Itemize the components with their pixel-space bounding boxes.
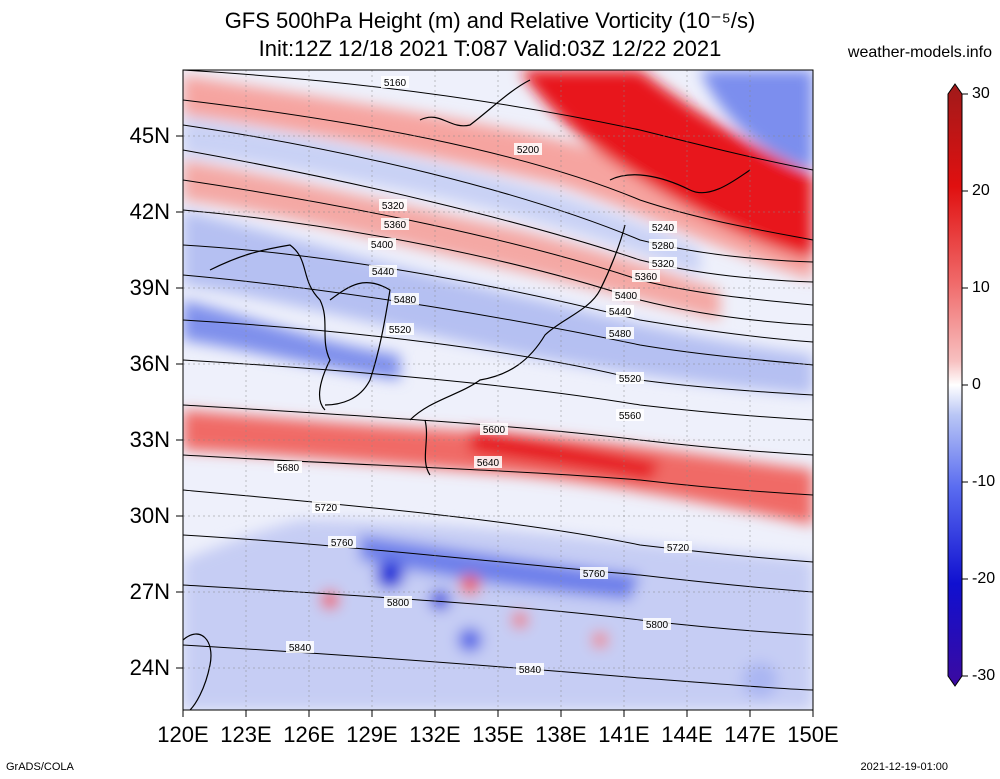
contour-label-bg xyxy=(616,409,644,421)
contour-label-bg xyxy=(580,567,608,579)
contour-label-bg xyxy=(368,238,396,250)
contour-label-bg xyxy=(369,265,397,277)
lat-label-39n: 39N xyxy=(129,275,170,300)
contour-label-bg xyxy=(664,541,692,553)
contour-label: 5280 xyxy=(652,241,675,252)
contour-label: 5480 xyxy=(394,295,417,306)
contour-label-bg xyxy=(649,257,677,269)
contour-label: 5480 xyxy=(609,329,632,340)
contour-label-bg xyxy=(391,293,419,305)
contour-label: 5320 xyxy=(382,201,405,212)
contour-label-bg xyxy=(649,221,677,233)
lat-label-33n: 33N xyxy=(129,427,170,452)
axis-ticks xyxy=(176,135,814,717)
colorbar-label-20: 20 xyxy=(972,182,990,199)
contour-label: 5720 xyxy=(667,543,690,554)
lat-label-42n: 42N xyxy=(129,199,170,224)
lat-label-30n: 30N xyxy=(129,503,170,528)
contour-label-bg xyxy=(514,143,542,155)
contour-label: 5520 xyxy=(619,374,642,385)
contour-label: 5360 xyxy=(635,272,658,283)
footer-timestamp: 2021-12-19-01:00 xyxy=(860,761,948,773)
contour-label: 5840 xyxy=(289,643,312,654)
graticule xyxy=(183,70,813,710)
colorbar-label-neg20: -20 xyxy=(972,570,996,587)
contour-label: 5760 xyxy=(583,569,606,580)
colorbar-label-neg30: -30 xyxy=(972,667,996,684)
contour-label: 5240 xyxy=(652,223,675,234)
contour-label: 5680 xyxy=(277,463,300,474)
chart-title: GFS 500hPa Height (m) and Relative Vorti… xyxy=(224,8,756,33)
contour-label-bg xyxy=(286,641,314,653)
contour-label-bg xyxy=(643,618,671,630)
contour-label-bg xyxy=(616,372,644,384)
colorbar-label-30: 30 xyxy=(972,85,990,102)
lon-label-150e: 150E xyxy=(787,722,839,747)
vorticity-field xyxy=(183,70,813,710)
contour-label: 5440 xyxy=(372,267,395,278)
contour-label: 5800 xyxy=(387,598,410,609)
lon-label-144e: 144E xyxy=(661,722,713,747)
lon-label-135e: 135E xyxy=(472,722,524,747)
contour-label-bg xyxy=(381,218,409,230)
footer-software-credit: GrADS/COLA xyxy=(6,761,74,773)
contour-label: 5840 xyxy=(519,665,542,676)
contour-label: 5400 xyxy=(615,291,638,302)
contour-label: 5200 xyxy=(517,145,540,156)
contour-label: 5160 xyxy=(384,78,407,89)
contour-label: 5360 xyxy=(384,220,407,231)
contour-label-bg xyxy=(274,461,302,473)
lat-label-24n: 24N xyxy=(129,655,170,680)
contour-label-bg xyxy=(632,270,660,282)
contour-label: 5520 xyxy=(389,325,412,336)
site-credit: weather-models.info xyxy=(847,44,992,61)
contour-label-bg xyxy=(480,423,508,435)
colorbar-label-neg10: -10 xyxy=(972,473,996,490)
contour-label: 5720 xyxy=(315,503,338,514)
contour-label-bg xyxy=(386,323,414,335)
contour-label-bg xyxy=(312,501,340,513)
chart-subtitle: Init:12Z 12/18 2021 T:087 Valid:03Z 12/2… xyxy=(258,36,722,61)
contour-label: 5760 xyxy=(331,538,354,549)
contour-label: 5600 xyxy=(483,425,506,436)
lat-label-27n: 27N xyxy=(129,579,170,604)
lon-label-120e: 120E xyxy=(157,722,209,747)
lon-label-138e: 138E xyxy=(535,722,587,747)
lon-label-123e: 123E xyxy=(220,722,272,747)
lon-label-147e: 147E xyxy=(724,722,776,747)
contour-labels: 5160 5200 5240 5280 5320 5360 5400 5440 5480 5520… xyxy=(274,76,692,676)
contour-label: 5440 xyxy=(609,307,632,318)
lat-label-36n: 36N xyxy=(129,351,170,376)
contour-label-bg xyxy=(606,327,634,339)
colorbar xyxy=(947,83,968,687)
contour-label-bg xyxy=(381,76,409,88)
colorbar-label-0: 0 xyxy=(972,376,981,393)
contour-label-bg xyxy=(379,199,407,211)
lon-label-132e: 132E xyxy=(409,722,461,747)
contour-label-bg xyxy=(516,663,544,675)
contour-label-bg xyxy=(649,239,677,251)
contour-label-bg xyxy=(474,456,502,468)
colorbar-label-10: 10 xyxy=(972,279,990,296)
lon-label-126e: 126E xyxy=(283,722,335,747)
contour-label-bg xyxy=(384,596,412,608)
contour-label: 5400 xyxy=(371,240,394,251)
contour-label-bg xyxy=(328,536,356,548)
height-contours xyxy=(183,70,813,691)
contour-label: 5560 xyxy=(619,411,642,422)
contour-label-bg xyxy=(612,289,640,301)
lon-label-129e: 129E xyxy=(346,722,398,747)
contour-label: 5640 xyxy=(477,458,500,469)
contour-label: 5320 xyxy=(652,259,675,270)
contour-label-bg xyxy=(606,305,634,317)
lon-label-141e: 141E xyxy=(598,722,650,747)
contour-label: 5800 xyxy=(646,620,669,631)
lat-label-45n: 45N xyxy=(129,123,170,148)
